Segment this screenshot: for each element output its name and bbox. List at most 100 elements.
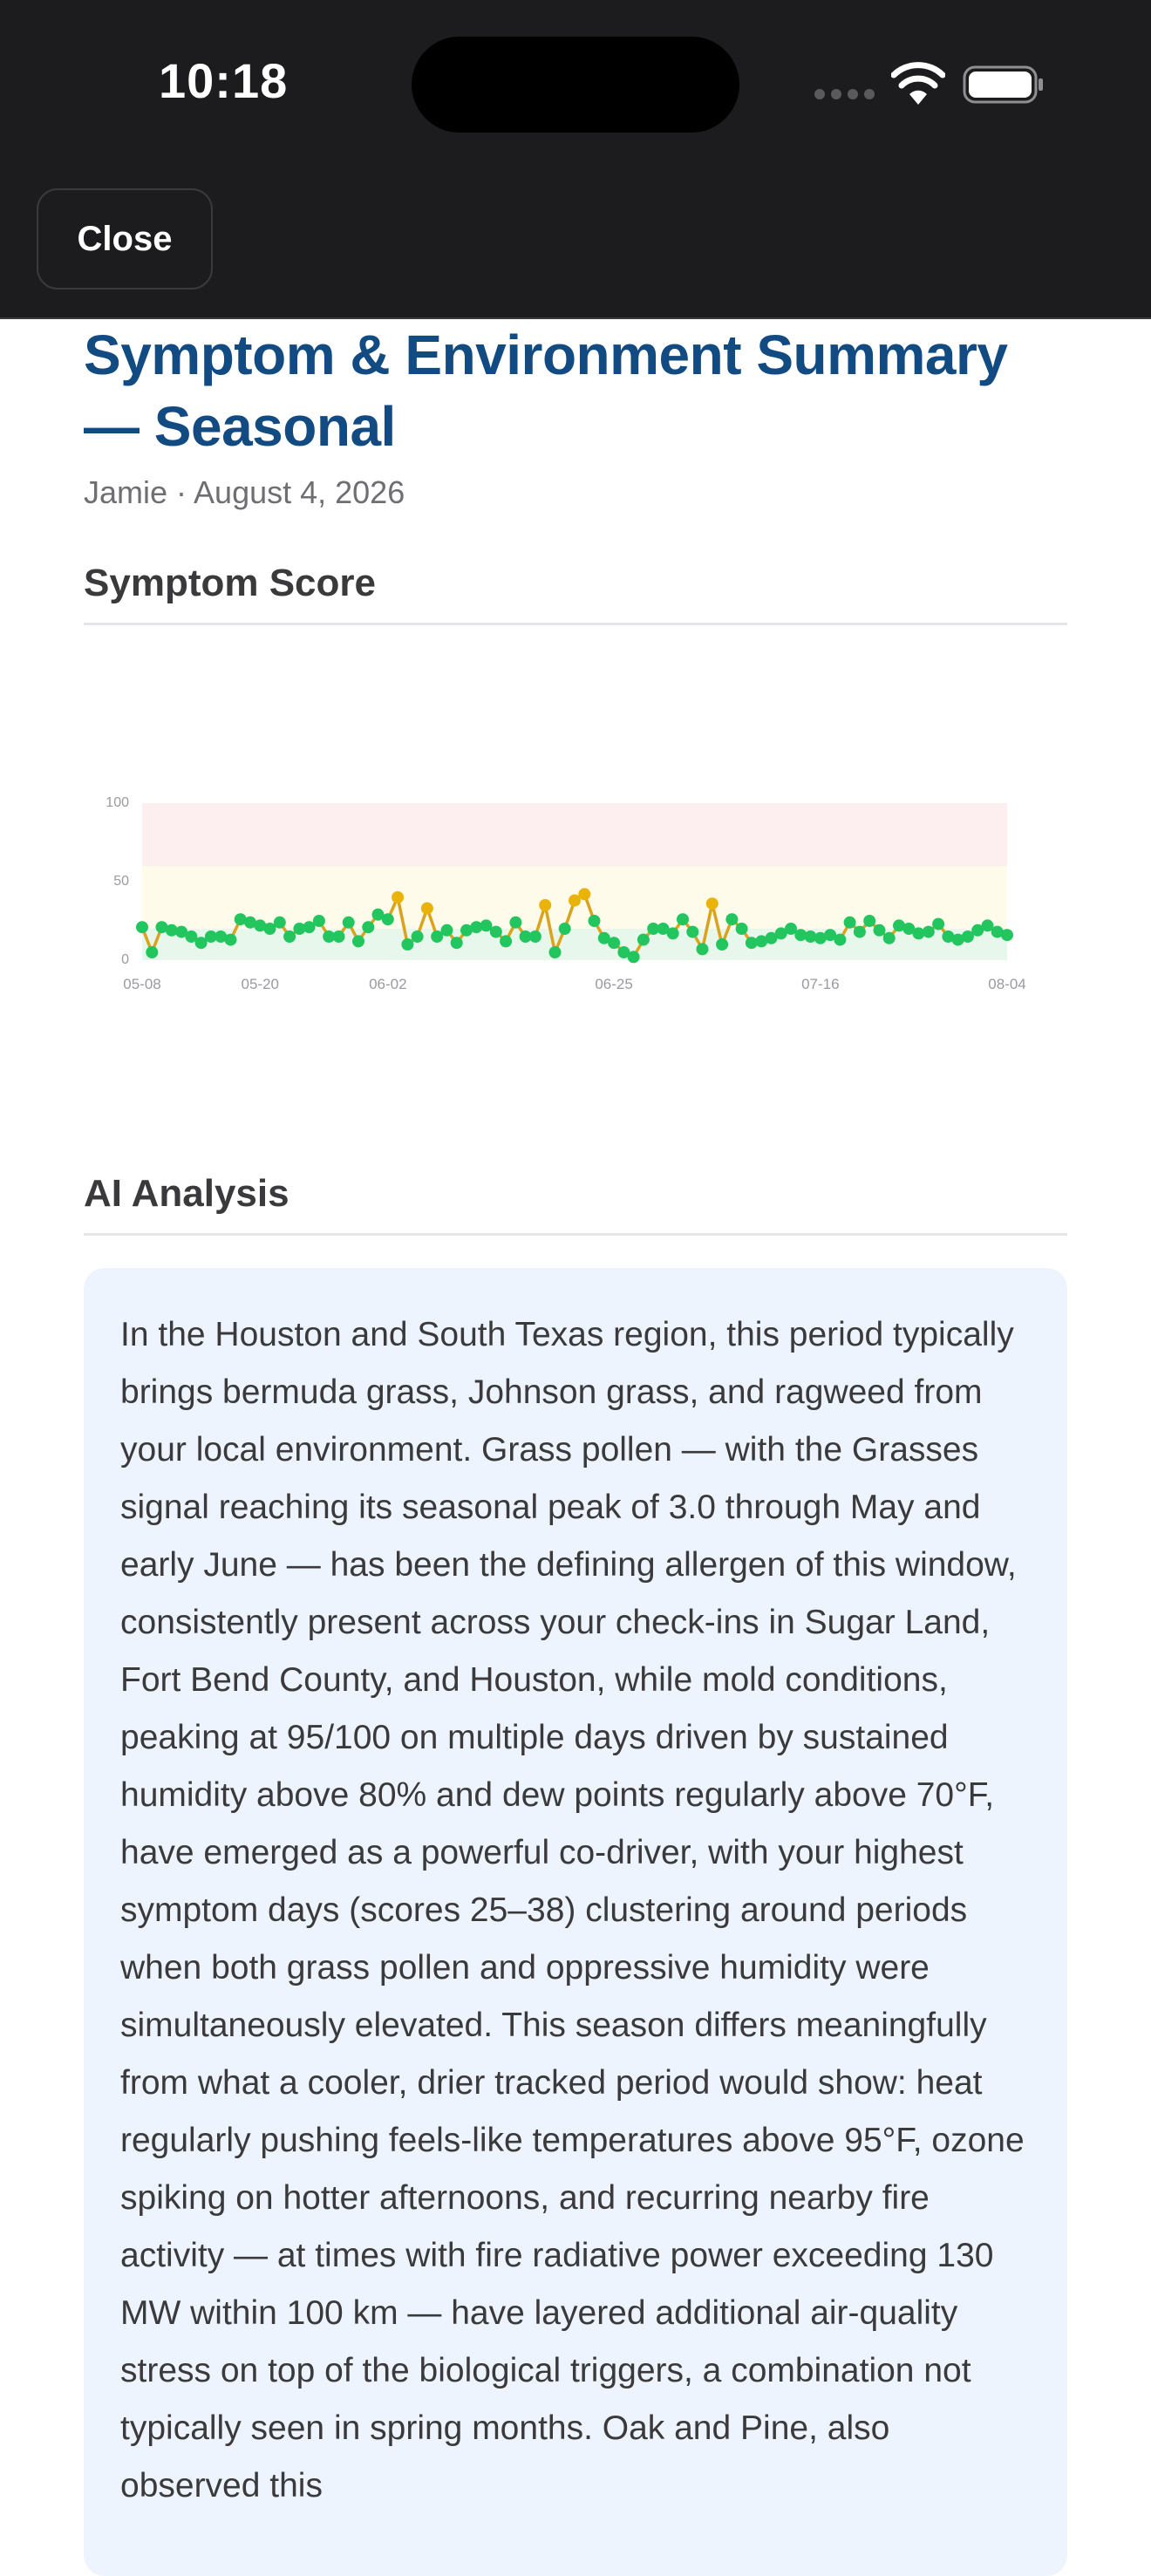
ai-analysis-panel: In the Houston and South Texas region, t… <box>84 1268 1067 2576</box>
data-point <box>971 923 984 937</box>
ai-analysis-text: In the Houston and South Texas region, t… <box>120 1316 1025 2504</box>
data-point <box>608 937 621 950</box>
data-point <box>352 935 364 948</box>
x-tick-label: 05-08 <box>123 976 160 992</box>
data-point <box>431 930 444 943</box>
data-point <box>814 931 827 944</box>
battery-icon <box>963 65 1043 104</box>
data-point <box>647 923 660 935</box>
data-point <box>185 930 198 943</box>
y-tick-label: 50 <box>113 874 129 889</box>
data-point <box>312 915 325 927</box>
data-point <box>873 923 886 937</box>
data-point <box>215 930 228 943</box>
ai-analysis-heading: AI Analysis <box>84 1172 1067 1236</box>
data-point <box>460 923 473 937</box>
x-tick-label: 05-20 <box>242 976 279 992</box>
data-point <box>273 916 286 929</box>
y-tick-label: 0 <box>121 952 129 967</box>
data-point <box>834 933 847 946</box>
data-point <box>765 931 778 944</box>
symptom-score-heading: Symptom Score <box>84 562 1067 625</box>
x-tick-label: 06-02 <box>369 976 406 992</box>
data-point <box>863 915 876 927</box>
data-point <box>440 923 453 937</box>
data-point <box>725 913 739 926</box>
data-point <box>411 930 424 943</box>
data-point <box>323 930 336 943</box>
data-point <box>597 931 610 944</box>
dynamic-island <box>412 37 739 133</box>
data-point <box>686 925 699 938</box>
data-point <box>902 923 916 935</box>
data-point <box>401 938 414 951</box>
data-point <box>893 919 905 932</box>
data-point <box>392 891 405 903</box>
data-point <box>371 908 385 921</box>
data-point <box>677 913 689 926</box>
data-point <box>539 899 552 911</box>
data-point <box>175 925 188 938</box>
data-point <box>420 902 433 915</box>
data-point <box>637 933 650 946</box>
data-point <box>794 929 807 942</box>
data-point <box>528 930 541 943</box>
x-tick-label: 08-04 <box>988 976 1025 992</box>
data-point <box>146 946 159 958</box>
data-point <box>480 919 493 932</box>
data-point <box>705 897 719 910</box>
report-subtitle: Jamie · August 4, 2026 <box>84 474 405 510</box>
close-button[interactable]: Close <box>37 188 213 290</box>
data-point <box>1001 929 1013 942</box>
data-point <box>922 925 935 938</box>
data-point <box>774 927 787 940</box>
data-point <box>657 923 670 935</box>
data-point <box>381 913 394 926</box>
symptom-chart-svg: 0 50 100 05-08 05-20 06-02 06-25 07-16 08-04 <box>106 795 1025 992</box>
data-point <box>853 925 866 938</box>
data-point <box>843 916 856 929</box>
data-point <box>981 919 994 932</box>
data-point <box>489 925 502 938</box>
data-point <box>293 923 306 935</box>
data-point <box>558 923 571 935</box>
data-point <box>716 938 729 951</box>
data-point <box>882 931 896 944</box>
data-point <box>263 923 276 935</box>
data-point <box>755 935 768 948</box>
data-point <box>991 925 1004 938</box>
data-point <box>932 917 945 930</box>
data-point <box>912 927 925 940</box>
data-point <box>450 937 463 950</box>
data-point <box>254 919 267 932</box>
x-tick-label: 07-16 <box>801 976 839 992</box>
data-point <box>224 933 237 946</box>
data-point <box>942 930 955 943</box>
data-point <box>204 930 217 943</box>
data-point <box>500 935 513 948</box>
data-point <box>342 916 355 929</box>
data-point <box>804 930 817 943</box>
data-point <box>244 916 256 929</box>
data-point <box>627 951 640 964</box>
data-point <box>785 923 797 935</box>
data-point <box>470 921 483 934</box>
status-bar: 10:18 <box>0 0 1151 183</box>
data-point <box>165 923 178 937</box>
data-point <box>696 943 709 956</box>
data-point <box>735 923 748 935</box>
y-tick-label: 100 <box>106 795 129 810</box>
data-point <box>155 921 168 934</box>
data-point <box>519 930 532 943</box>
data-point <box>824 929 837 942</box>
data-point <box>617 946 630 958</box>
data-point <box>666 927 679 940</box>
data-point <box>961 930 974 943</box>
chart-band-2 <box>142 803 1007 866</box>
data-point <box>745 937 758 950</box>
status-time: 10:18 <box>159 53 289 108</box>
data-point <box>951 933 964 946</box>
data-point <box>569 894 581 907</box>
symptom-score-chart: 0 50 100 05-08 05-20 06-02 06-25 07-16 08-04 <box>84 680 1067 1081</box>
data-point <box>588 915 601 927</box>
